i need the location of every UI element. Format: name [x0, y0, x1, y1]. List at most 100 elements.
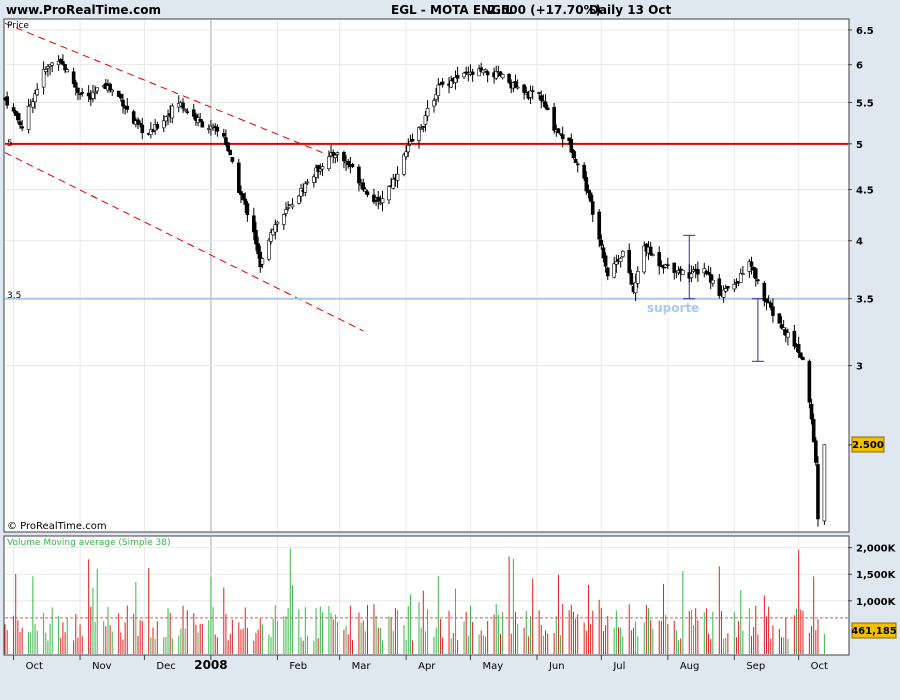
candle-body — [738, 273, 743, 283]
volume-tick-label: 1,500K — [856, 570, 897, 581]
candle-body — [41, 68, 46, 88]
candle-body — [361, 182, 366, 191]
candle-body — [605, 267, 610, 277]
candle-body — [681, 269, 685, 275]
candle-body — [723, 288, 728, 292]
candle-body — [741, 273, 745, 275]
candle-body — [138, 123, 142, 125]
candle-body — [419, 128, 423, 130]
price-tick-label: 4.5 — [856, 186, 874, 197]
candle-body — [198, 118, 202, 122]
candle-body — [507, 74, 511, 83]
trend-line — [4, 22, 323, 154]
candle-body — [822, 444, 827, 522]
candle-body — [245, 203, 250, 216]
candle-body — [314, 167, 318, 178]
candle-body — [275, 221, 280, 225]
candle-body — [335, 152, 340, 155]
candle-body — [425, 108, 430, 117]
time-tick-label: Mar — [352, 661, 372, 672]
candle-body — [346, 160, 351, 166]
candle-body — [241, 193, 245, 200]
candle-body — [539, 95, 544, 101]
candle-body — [5, 96, 9, 106]
candle-body — [406, 145, 411, 153]
candle-body — [116, 90, 121, 97]
price-panel[interactable] — [3, 18, 850, 533]
candle-body — [814, 440, 818, 463]
last-volume-badge-box — [851, 622, 897, 639]
candle-body — [331, 152, 335, 157]
candle-body — [453, 77, 458, 83]
candle-body — [522, 84, 526, 93]
candle-body — [702, 268, 707, 274]
candle-body — [666, 264, 670, 266]
candle-body — [620, 250, 625, 257]
candle-body — [166, 115, 170, 117]
site-name[interactable]: www.ProRealTime.com — [6, 3, 161, 17]
candle-body — [20, 126, 24, 129]
candle-body — [721, 289, 726, 298]
watermark: © ProRealTime.com — [7, 521, 107, 532]
candle-body — [462, 72, 466, 78]
candle-body — [726, 286, 730, 289]
period-label: Daily 13 Oct — [589, 3, 671, 17]
candle-body — [191, 109, 196, 117]
candle-body — [801, 357, 805, 361]
price-candles — [3, 54, 827, 527]
candle-body — [303, 183, 308, 193]
candle-body — [582, 164, 586, 179]
candle-body — [449, 80, 453, 88]
candle-body — [528, 90, 533, 98]
candle-body — [556, 128, 561, 134]
candle-body — [477, 68, 481, 77]
candle-body — [618, 257, 623, 262]
last-price-change: 2.500 (+17.70%) — [488, 3, 601, 17]
resistance-mark: 5 — [7, 139, 13, 149]
candle-body — [483, 69, 488, 72]
candle-body — [181, 102, 185, 109]
candle-body — [494, 70, 499, 79]
candle-body — [221, 133, 226, 137]
candle-body — [590, 201, 595, 215]
time-tick-label: Dec — [156, 661, 175, 672]
candle-body — [642, 245, 647, 273]
candle-body — [61, 61, 65, 65]
candle-body — [434, 94, 438, 100]
volume-panel[interactable] — [3, 535, 850, 656]
candle-body — [635, 270, 640, 284]
candle-body — [633, 282, 638, 294]
candle-body — [11, 107, 16, 112]
candle-body — [706, 272, 711, 275]
volume-grid — [5, 537, 848, 654]
candle-body — [363, 188, 368, 192]
candle-body — [80, 92, 85, 94]
candle-body — [408, 141, 413, 145]
candle-body — [71, 71, 76, 85]
candle-body — [228, 149, 233, 156]
candle-body — [588, 192, 593, 202]
candle-body — [584, 177, 589, 192]
volume-tick-label: 1,000K — [856, 597, 897, 608]
candle-body — [689, 273, 694, 279]
price-axis: 3 3.5 4 4.5 5 5.5 6 6.5 — [848, 26, 874, 446]
candle-body — [320, 166, 325, 170]
candle-body — [43, 69, 48, 72]
price-tick-label: 4 — [856, 237, 863, 248]
candle-body — [732, 283, 737, 290]
candle-body — [792, 330, 797, 347]
candle-body — [470, 71, 475, 75]
candle-body — [297, 195, 301, 204]
candle-body — [410, 138, 415, 142]
candle-body — [350, 164, 355, 168]
candle-body — [170, 105, 175, 119]
time-tick-label: Oct — [811, 661, 828, 672]
candle-body — [530, 90, 535, 92]
candle-body — [464, 71, 468, 74]
candle-body — [479, 67, 483, 72]
candle-body — [779, 324, 784, 329]
candle-body — [254, 229, 258, 245]
volume-panel-label: Volume Moving average (Simple 38) — [7, 538, 170, 548]
candle-body — [627, 249, 632, 273]
price-panel-label: Price — [7, 21, 29, 31]
